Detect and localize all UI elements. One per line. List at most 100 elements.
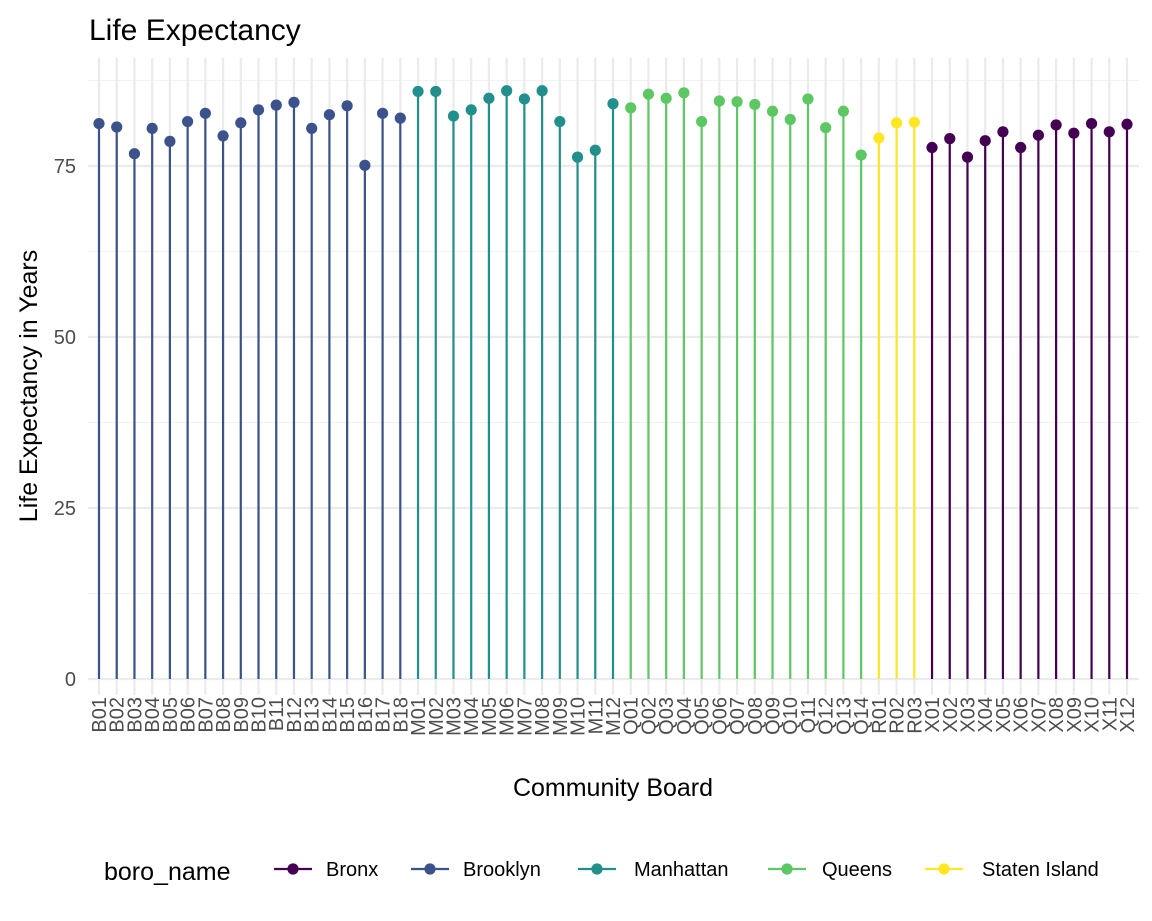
lollipop-point bbox=[323, 109, 336, 121]
x-tick-label: B06 bbox=[178, 697, 200, 733]
x-tick-label: X06 bbox=[1011, 697, 1033, 733]
x-tick-label: R01 bbox=[869, 697, 891, 734]
legend-label: Manhattan bbox=[634, 859, 729, 881]
lollipop-point bbox=[518, 93, 530, 105]
lollipop-point bbox=[820, 122, 832, 134]
lollipop-point bbox=[447, 110, 460, 122]
lollipop-point bbox=[554, 115, 566, 128]
x-tick-label: Q04 bbox=[674, 697, 696, 735]
x-tick-label: Q08 bbox=[745, 697, 767, 735]
legend-label: Staten Island bbox=[982, 859, 1099, 881]
x-tick-label: X04 bbox=[975, 697, 997, 733]
lollipop-point bbox=[997, 126, 1009, 138]
x-tick-label: M08 bbox=[532, 697, 554, 736]
x-tick-label: X12 bbox=[1117, 697, 1139, 733]
y-tick-label: 25 bbox=[54, 498, 76, 520]
lollipop-point bbox=[571, 151, 584, 163]
lollipop-point bbox=[678, 87, 690, 99]
x-tick-label: B09 bbox=[231, 697, 253, 733]
legend-key-point bbox=[938, 863, 950, 875]
lollipop-point bbox=[217, 130, 229, 142]
lollipop-point bbox=[944, 133, 956, 145]
lollipop-point bbox=[182, 115, 194, 128]
x-tick-label: M11 bbox=[585, 697, 607, 734]
lollipop-point bbox=[412, 85, 424, 98]
x-tick-label: M06 bbox=[497, 697, 519, 736]
lollipop-point bbox=[288, 96, 300, 108]
lollipop-point bbox=[1103, 126, 1115, 138]
x-tick-label: Q02 bbox=[638, 697, 660, 735]
x-tick-label: Q06 bbox=[709, 697, 731, 735]
x-tick-label: M09 bbox=[550, 697, 572, 736]
y-tick-label: 75 bbox=[54, 156, 76, 178]
x-axis-ticks: B01B02B03B04B05B06B07B08B09B10B11B12B13B… bbox=[89, 697, 1139, 736]
x-tick-label: Q03 bbox=[656, 697, 678, 735]
lollipop-point bbox=[625, 102, 637, 114]
x-tick-label: B05 bbox=[160, 697, 182, 733]
lollipop-point bbox=[111, 121, 123, 133]
x-tick-label: B11 bbox=[266, 697, 288, 731]
x-tick-label: B10 bbox=[249, 697, 271, 733]
lollipop-point bbox=[961, 151, 974, 163]
legend-item: Queens bbox=[768, 859, 892, 881]
lollipop-point bbox=[376, 107, 389, 119]
lollipop-point bbox=[802, 93, 814, 105]
x-tick-label: M12 bbox=[603, 697, 625, 736]
x-tick-label: X01 bbox=[922, 697, 944, 733]
lollipop-point bbox=[341, 100, 353, 112]
x-tick-label: B07 bbox=[195, 697, 217, 733]
x-tick-label: R02 bbox=[887, 697, 909, 734]
x-tick-label: X07 bbox=[1028, 697, 1050, 733]
x-tick-label: B04 bbox=[142, 697, 164, 733]
lollipop-point bbox=[660, 92, 672, 104]
y-tick-label: 50 bbox=[54, 327, 76, 349]
lollipop-point bbox=[766, 105, 779, 117]
y-axis-ticks: 0 25 50 75 bbox=[54, 156, 76, 691]
lollipop-point bbox=[359, 159, 371, 171]
legend-item: Manhattan bbox=[578, 859, 729, 881]
chart-title: Life Expectancy bbox=[89, 14, 301, 47]
x-tick-label: X08 bbox=[1046, 697, 1068, 733]
legend-item: Brooklyn bbox=[411, 859, 541, 881]
lollipop-point bbox=[731, 96, 743, 108]
x-tick-label: X10 bbox=[1082, 697, 1104, 733]
lollipop-point bbox=[252, 104, 265, 116]
lollipop-point bbox=[979, 135, 991, 147]
lollipop-point bbox=[908, 116, 920, 128]
lollipop-point bbox=[501, 85, 513, 97]
x-tick-label: X05 bbox=[993, 697, 1015, 733]
x-tick-label: M10 bbox=[568, 697, 590, 736]
lollipop-point bbox=[430, 85, 442, 98]
x-tick-label: B02 bbox=[107, 697, 129, 733]
lollipop-point bbox=[164, 135, 176, 147]
lollipop-point bbox=[784, 113, 796, 126]
x-tick-label: B01 bbox=[89, 697, 111, 733]
y-axis-title: Life Expectancy in Years bbox=[15, 250, 43, 522]
lollipop-point bbox=[270, 99, 282, 111]
lollipop-point bbox=[536, 85, 548, 97]
lollipop-point bbox=[199, 107, 211, 119]
legend-label: Brooklyn bbox=[463, 859, 541, 881]
lollipop-point bbox=[93, 117, 105, 130]
lollipop-point bbox=[1085, 117, 1098, 130]
lollipop-point bbox=[642, 88, 655, 100]
x-tick-label: B12 bbox=[284, 697, 306, 733]
x-tick-label: X11 bbox=[1099, 697, 1121, 731]
x-tick-label: B18 bbox=[390, 697, 412, 733]
x-tick-label: Q13 bbox=[833, 697, 855, 735]
x-tick-label: B03 bbox=[124, 697, 146, 733]
legend-label: Queens bbox=[822, 859, 892, 881]
lollipop-point bbox=[483, 92, 495, 104]
lollipop-point bbox=[837, 105, 850, 117]
plot-marks bbox=[93, 85, 1133, 679]
legend-label: Bronx bbox=[326, 859, 378, 881]
x-tick-label: M05 bbox=[479, 697, 501, 736]
x-tick-label: Q11 bbox=[798, 697, 820, 733]
lollipop-point bbox=[235, 117, 247, 129]
lollipop-point bbox=[926, 141, 938, 154]
lollipop-point bbox=[890, 117, 903, 129]
x-tick-label: Q05 bbox=[692, 697, 714, 735]
legend-key-point bbox=[781, 863, 793, 875]
x-tick-label: M01 bbox=[408, 697, 430, 736]
